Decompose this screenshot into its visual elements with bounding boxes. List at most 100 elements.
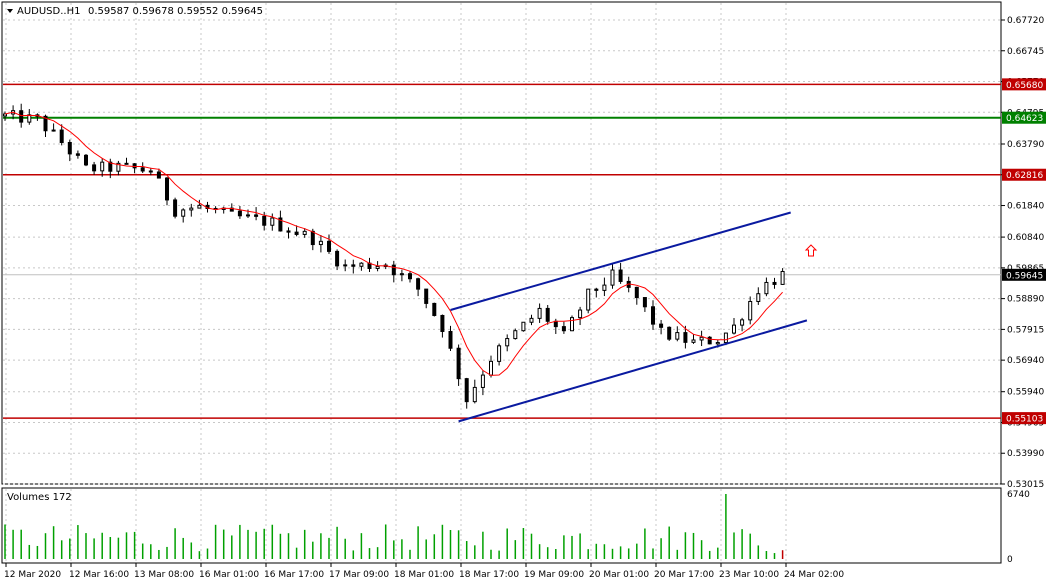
candle[interactable] [513,328,518,340]
candle[interactable] [148,167,153,176]
candle-body [173,199,178,217]
candle[interactable] [416,277,421,297]
price-tick-label: 0.55940 [1007,388,1044,398]
candle[interactable] [748,296,753,325]
candle[interactable] [772,277,777,289]
candle[interactable] [497,343,502,366]
channel-line[interactable] [458,319,808,423]
candle[interactable] [570,315,574,332]
menu-triangle-icon[interactable] [7,9,13,13]
candle[interactable] [707,336,712,345]
candle[interactable] [100,158,105,177]
candle-body [140,167,145,172]
time-tick-label: 24 Mar 02:00 [784,570,844,580]
candle[interactable] [464,377,469,409]
candle[interactable] [116,160,121,176]
candle[interactable] [505,334,510,352]
candle[interactable] [335,249,340,271]
candle[interactable] [408,271,412,283]
candle[interactable] [610,263,615,289]
candle[interactable] [359,262,364,271]
candle[interactable] [156,168,161,179]
candle[interactable] [391,260,396,283]
price-levels[interactable] [3,83,1001,419]
candle[interactable] [578,306,583,326]
candle[interactable] [602,277,607,297]
candle[interactable] [545,304,550,325]
candle[interactable] [561,321,566,334]
price-tick-label: 0.57915 [1007,325,1044,335]
volume-tick-label: 0 [1007,555,1013,565]
candle-body [748,300,753,321]
channel-line[interactable] [450,211,791,311]
candle[interactable] [634,286,639,305]
time-tick-label: 12 Mar 16:00 [69,570,129,580]
time-axis[interactable]: 12 Mar 2020 12 Mar 16:00 13 Mar 08:00 16 Ma… [4,563,844,580]
candle-body [262,215,267,226]
candle[interactable] [254,207,259,221]
candle[interactable] [529,314,534,326]
candle[interactable] [84,153,88,167]
candle[interactable] [27,109,32,125]
candle[interactable] [667,326,672,341]
candle[interactable] [756,287,761,305]
candle[interactable] [189,203,194,217]
candle[interactable] [278,210,283,232]
candle[interactable] [691,334,696,344]
candle-body [586,288,591,311]
candle[interactable] [294,225,299,237]
candle[interactable] [399,269,404,282]
channel[interactable] [450,211,808,423]
candle[interactable] [740,317,745,332]
candle[interactable] [659,319,664,335]
candle[interactable] [594,287,599,298]
candle[interactable] [440,314,445,338]
candle[interactable] [302,228,307,238]
candle[interactable] [59,124,64,146]
candle[interactable] [764,277,769,297]
candle[interactable] [618,262,623,284]
candle[interactable] [586,288,591,314]
candle[interactable] [537,303,542,323]
candle[interactable] [448,325,453,352]
candle[interactable] [92,161,97,175]
candle-body [351,264,356,267]
candle-body [181,209,186,217]
candle[interactable] [424,288,429,309]
candle[interactable] [651,300,655,330]
candle[interactable] [683,325,688,349]
candle[interactable] [173,197,178,219]
candle[interactable] [318,235,323,253]
candle[interactable] [472,379,477,404]
price-axis[interactable]: 0.677200.667450.657700.647950.637900.628… [1001,16,1044,565]
candle[interactable] [699,330,704,347]
candle[interactable] [521,321,526,332]
candle[interactable] [165,177,169,206]
candle[interactable] [67,139,72,162]
candle[interactable] [197,199,202,209]
candles[interactable] [3,103,785,409]
candle[interactable] [51,123,56,132]
candle[interactable] [642,297,647,312]
candle[interactable] [108,158,113,179]
candle[interactable] [780,268,785,285]
candle[interactable] [480,370,485,396]
candle[interactable] [140,162,145,173]
candle[interactable] [237,206,242,219]
candle[interactable] [286,227,291,239]
candle[interactable] [343,259,348,272]
candle[interactable] [327,234,331,254]
candle[interactable] [456,344,461,386]
candle[interactable] [181,208,186,223]
candle[interactable] [432,302,437,317]
candle[interactable] [75,150,80,159]
candle[interactable] [270,213,275,231]
candle[interactable] [732,317,736,335]
candle[interactable] [124,157,129,165]
candle-body [294,231,299,235]
candle[interactable] [351,259,356,274]
candle[interactable] [675,326,680,342]
candle[interactable] [132,163,137,174]
